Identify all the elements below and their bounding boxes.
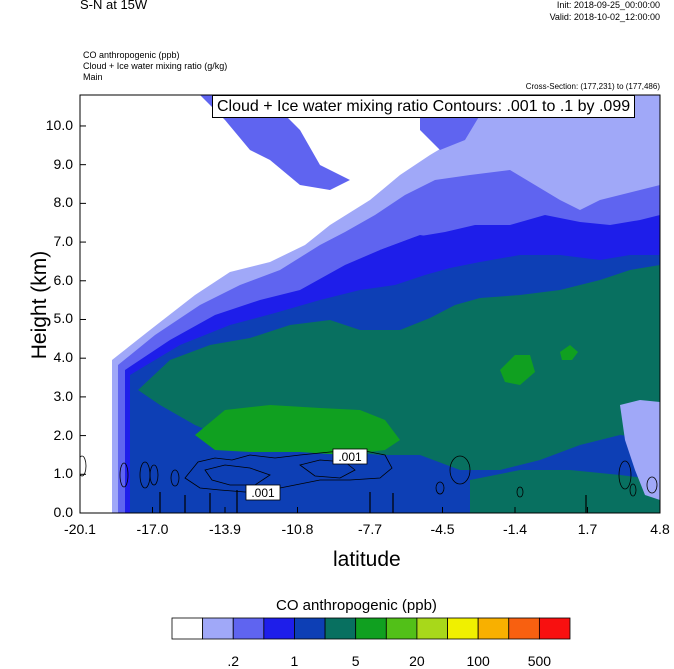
contour-ellipse: [646, 476, 658, 494]
valid-time: Valid: 2018-10-02_12:00:00: [549, 12, 660, 22]
colorbar-title: CO anthropogenic (ppb): [276, 597, 437, 614]
contour-ellipse: [629, 483, 637, 497]
band-green: [195, 405, 400, 455]
colorbar-swatch: [324, 617, 357, 640]
x-axis-label: latitude: [333, 548, 401, 571]
y-tick-label: 2.0: [53, 426, 73, 443]
plot-title: S-N at 15W: [80, 0, 148, 12]
field-label-main: Main: [83, 72, 103, 82]
init-time: Init: 2018-09-25_00:00:00: [556, 0, 660, 10]
contour-ellipse: [149, 464, 159, 486]
colorbar-swatch: [477, 617, 510, 640]
contour-ellipse: [435, 481, 445, 495]
contour-blob: [204, 464, 271, 486]
contour-value-label: .001: [251, 486, 275, 500]
band-periwinkle-top: [200, 95, 350, 190]
x-tick-label: -10.8: [281, 521, 314, 537]
y-tick-label: 4.0: [53, 349, 73, 366]
y-tick-label: 6.0: [53, 271, 73, 288]
band-green-dot: [560, 345, 578, 360]
colorbar-swatch: [447, 617, 479, 640]
contour-ellipse: [516, 486, 524, 498]
x-tick-label: -7.7: [357, 521, 383, 537]
band-green-small: [500, 355, 535, 385]
contour-label-box: [332, 448, 368, 465]
cross-section-label: Cross-Section: (177,231) to (177,486): [525, 82, 660, 91]
y-tick-label: 8.0: [53, 194, 73, 211]
band-lavender-right: [620, 400, 660, 500]
y-tick-label: 5.0: [53, 310, 73, 327]
y-tick-label: 10.0: [45, 116, 73, 133]
y-tick-label: 7.0: [53, 233, 73, 250]
colorbar: [171, 617, 571, 640]
contour-value-labels: .001 .001: [245, 448, 368, 501]
contour-ellipse: [449, 455, 471, 485]
contour-info-label: Cloud + Ice water mixing ratio Contours:…: [212, 95, 636, 118]
colorbar-swatch: [202, 617, 234, 640]
colorbar-swatch: [508, 617, 540, 640]
colorbar-label: 20: [409, 653, 425, 669]
y-tick-label: 1.0: [53, 465, 73, 482]
y-tick-marks: [80, 125, 86, 514]
colorbar-label: 500: [527, 653, 552, 669]
y-tick-label: 3.0: [53, 387, 73, 404]
contour-ellipse: [618, 460, 632, 490]
co-fill-layer: [80, 95, 660, 513]
y-tick-label: 0.0: [53, 504, 73, 520]
y-tick-label: 9.0: [53, 155, 73, 172]
colorbar-label: 100: [466, 653, 490, 669]
colorbar-swatch: [263, 617, 295, 640]
colorbar-swatch: [171, 617, 204, 640]
contour-label-box: [245, 484, 281, 501]
band-teal-lower: [470, 470, 660, 513]
x-tick-label: 1.7: [577, 521, 598, 537]
colorbar-label: 5: [351, 653, 360, 669]
contour-value-label: .001: [338, 450, 362, 464]
colorbar-swatch: [416, 617, 448, 640]
x-tick-label: -17.0: [136, 521, 169, 537]
x-tick-marks: [79, 507, 661, 513]
x-tick-label: -20.1: [64, 521, 96, 537]
field-label-cloud: Cloud + Ice water mixing ratio (g/kg): [83, 61, 228, 71]
colorbar-swatch: [355, 617, 387, 640]
colorbar-label: .2: [227, 653, 240, 669]
colorbar-swatch: [294, 617, 326, 640]
colorbar-swatch: [232, 617, 265, 640]
x-tick-label: -4.5: [430, 521, 455, 537]
x-tick-label: -13.9: [209, 521, 241, 537]
colorbar-label: 1: [290, 653, 299, 669]
contour-ellipse: [119, 462, 129, 488]
x-tick-label: -1.4: [502, 521, 528, 537]
contour-blob: [299, 459, 356, 479]
colorbar-swatch: [385, 617, 418, 640]
contour-ellipse: [80, 455, 87, 477]
contour-ellipse: [170, 469, 180, 487]
colorbar-swatch: [538, 617, 571, 640]
field-label-co: CO anthropogenic (ppb): [83, 50, 180, 60]
x-tick-label: 4.8: [650, 521, 670, 537]
